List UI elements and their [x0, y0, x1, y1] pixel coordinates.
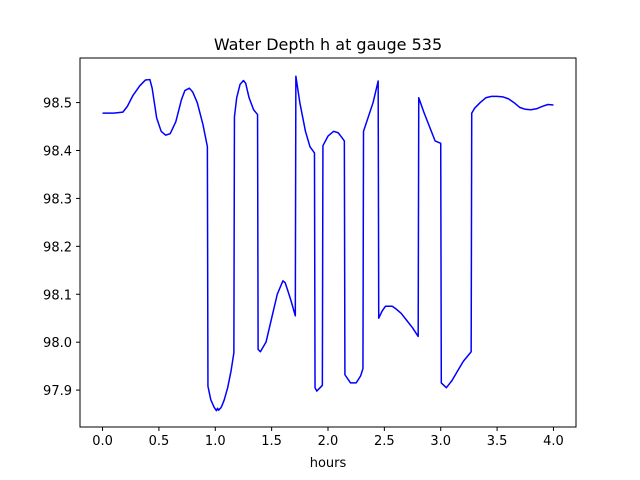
plot-frame — [79, 57, 577, 428]
x-axis-label: hours — [310, 456, 347, 471]
x-tick-label: 2.5 — [374, 434, 395, 449]
series-line-0 — [102, 75, 554, 412]
chart-title: Water Depth h at gauge 535 — [214, 35, 442, 54]
y-tick-label: 98.3 — [43, 192, 72, 207]
series-layer — [102, 75, 554, 412]
x-tick-label: 1.5 — [261, 434, 282, 449]
x-tick-label: 4.0 — [543, 434, 564, 449]
y-tick-label: 98.2 — [43, 240, 72, 255]
x-tick-label: 3.0 — [430, 434, 451, 449]
y-tick-label: 98.4 — [43, 144, 72, 159]
x-axis-ticks: 0.0 0.5 1.0 1.5 2.0 2.5 3.0 3.5 4.0 — [92, 427, 564, 449]
y-axis-ticks: 97.9 98.0 98.1 98.2 98.3 98.4 98.5 — [43, 97, 80, 399]
x-tick-label: 3.5 — [487, 434, 508, 449]
y-tick-label: 98.5 — [43, 97, 72, 112]
y-tick-label: 97.9 — [43, 384, 72, 399]
x-tick-label: 1.0 — [205, 434, 226, 449]
x-tick-label: 0.5 — [149, 434, 170, 449]
x-tick-label: 2.0 — [318, 434, 339, 449]
y-tick-label: 98.0 — [43, 336, 72, 351]
y-tick-label: 98.1 — [43, 288, 72, 303]
x-tick-label: 0.0 — [92, 434, 113, 449]
